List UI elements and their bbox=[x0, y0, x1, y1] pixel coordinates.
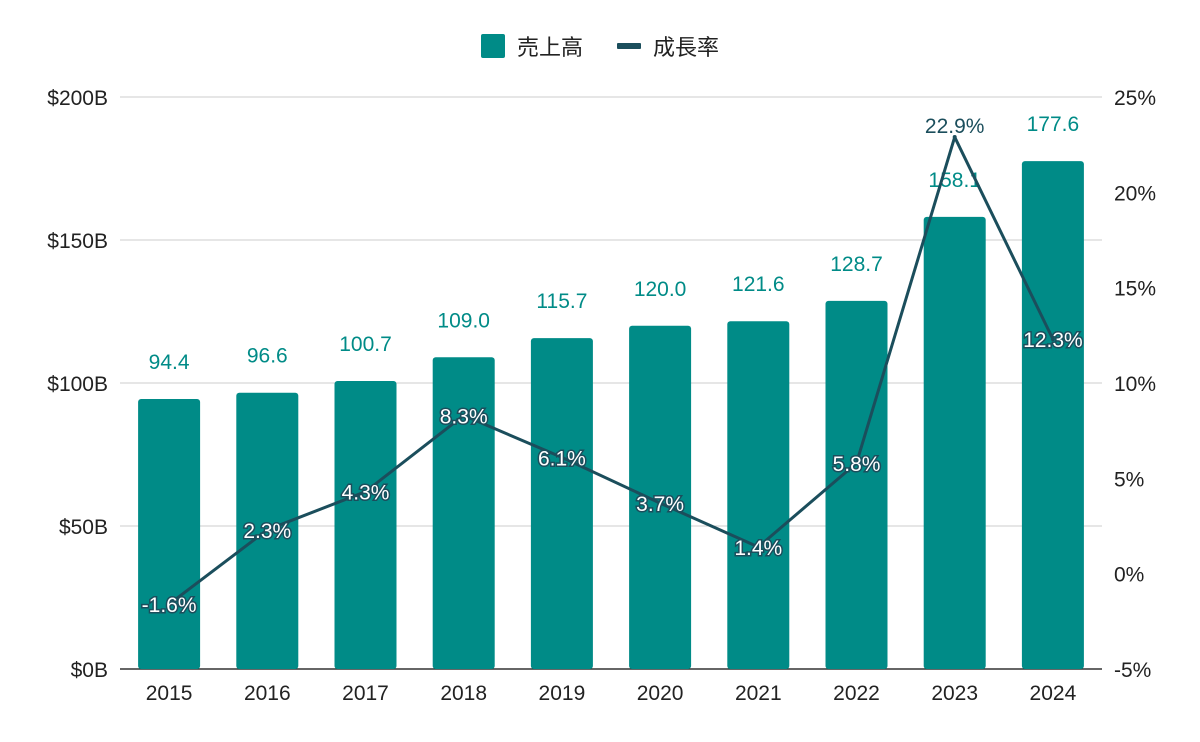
line-value-label: 22.9% bbox=[925, 115, 985, 138]
line-point bbox=[265, 527, 270, 532]
y-left-tick-label: $150B bbox=[47, 230, 108, 253]
line-point bbox=[363, 489, 368, 494]
line-value-label: 3.7% bbox=[636, 493, 684, 516]
bar-value-label: 94.4 bbox=[149, 351, 190, 374]
bar-revenue bbox=[629, 325, 692, 669]
y-right-tick-label: 5% bbox=[1114, 468, 1144, 491]
x-tick-label: 2023 bbox=[931, 682, 978, 705]
chart-legend: 売上高 成長率 bbox=[0, 30, 1200, 62]
legend-swatch-revenue bbox=[480, 34, 505, 58]
x-tick-label: 2021 bbox=[735, 682, 782, 705]
bar-revenue bbox=[1021, 161, 1084, 669]
bar-revenue bbox=[432, 357, 495, 669]
bar-value-label: 158.1 bbox=[928, 169, 981, 192]
line-growth-rate bbox=[168, 135, 1055, 606]
line-point bbox=[461, 413, 466, 418]
y-right-tick-label: -5% bbox=[1114, 659, 1151, 682]
line-value-label: 8.3% bbox=[440, 405, 488, 428]
y-right-tick-label: 0% bbox=[1114, 564, 1144, 587]
bar-revenue bbox=[727, 321, 790, 669]
bar-revenue bbox=[825, 300, 888, 669]
bar-value-label: 177.6 bbox=[1027, 113, 1080, 136]
line-value-label: 12.3% bbox=[1023, 329, 1083, 352]
x-tick-label: 2022 bbox=[833, 682, 880, 705]
bar-value-label: 128.7 bbox=[830, 253, 883, 276]
bar-value-label: 100.7 bbox=[339, 333, 392, 356]
x-tick-label: 2018 bbox=[440, 682, 487, 705]
legend-item-revenue: 売上高 bbox=[480, 30, 583, 62]
bar-revenue bbox=[334, 380, 397, 669]
bar-revenue bbox=[923, 216, 986, 670]
x-tick-label: 2015 bbox=[146, 682, 193, 705]
legend-item-growth: 成長率 bbox=[617, 30, 719, 62]
line-point bbox=[167, 602, 172, 607]
y-right-tick-label: 15% bbox=[1114, 278, 1156, 301]
bar-value-label: 109.0 bbox=[437, 309, 490, 332]
x-tick-label: 2024 bbox=[1030, 682, 1077, 705]
line-value-label: 1.4% bbox=[734, 537, 782, 560]
x-tick-label: 2017 bbox=[342, 682, 389, 705]
y-right-tick-label: 20% bbox=[1114, 182, 1156, 205]
y-right-tick-label: 25% bbox=[1114, 87, 1156, 110]
line-point bbox=[1050, 337, 1055, 342]
line-value-label: 4.3% bbox=[342, 482, 390, 505]
y-left-tick-label: $50B bbox=[59, 516, 108, 539]
line-point bbox=[952, 135, 957, 140]
line-point bbox=[559, 455, 564, 460]
y-left-tick-label: $200B bbox=[47, 87, 108, 110]
bar-value-label: 121.6 bbox=[732, 273, 785, 296]
legend-label-revenue: 売上高 bbox=[516, 35, 583, 60]
line-point bbox=[854, 461, 859, 466]
y-right-tick-label: 10% bbox=[1114, 373, 1156, 396]
line-point bbox=[756, 544, 761, 549]
bar-value-label: 96.6 bbox=[247, 345, 288, 368]
y-left-tick-label: $100B bbox=[47, 373, 108, 396]
line-value-label: 5.8% bbox=[833, 453, 881, 476]
legend-swatch-growth bbox=[617, 43, 641, 49]
legend-label-growth: 成長率 bbox=[653, 35, 720, 60]
y-left-tick-label: $0B bbox=[71, 659, 108, 682]
x-tick-label: 2016 bbox=[244, 682, 291, 705]
x-tick-label: 2020 bbox=[637, 682, 684, 705]
bar-value-label: 120.0 bbox=[634, 278, 687, 301]
bar-revenue bbox=[138, 399, 201, 669]
bar-revenue bbox=[530, 338, 593, 669]
line-point bbox=[658, 501, 663, 506]
line-value-label: -1.6% bbox=[142, 594, 197, 617]
bar-value-label: 115.7 bbox=[536, 290, 587, 313]
line-value-label: 2.3% bbox=[243, 520, 291, 543]
line-value-label: 6.1% bbox=[538, 447, 586, 470]
x-tick-label: 2019 bbox=[539, 682, 586, 705]
